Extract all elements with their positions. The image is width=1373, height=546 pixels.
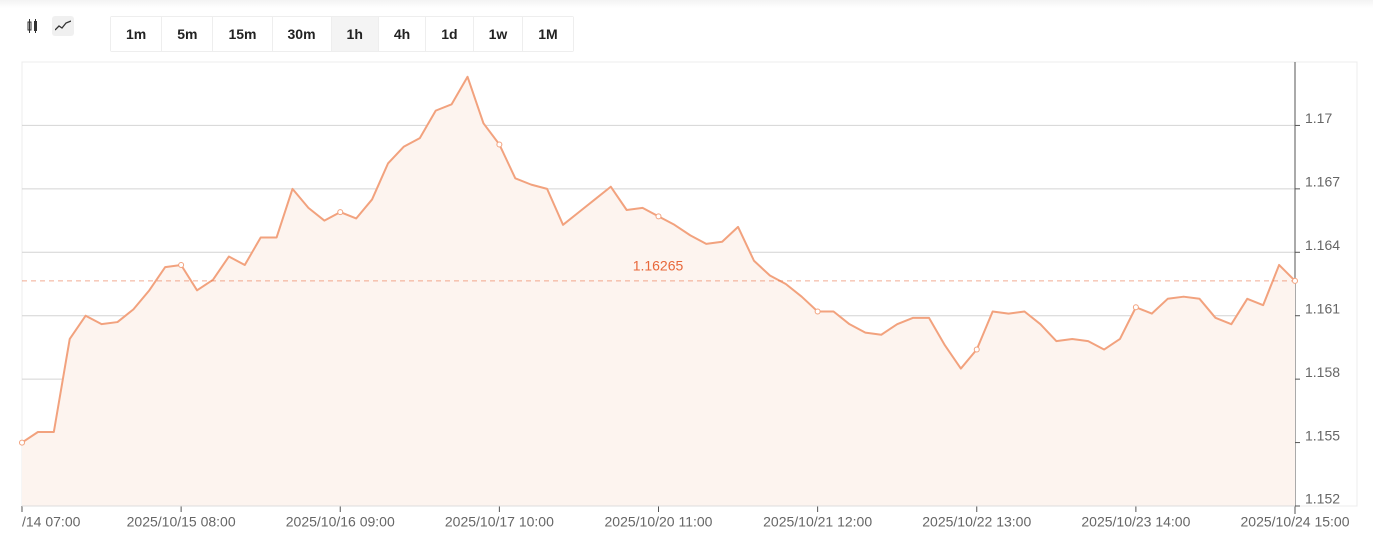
interval-button[interactable]: 5m (162, 17, 214, 51)
point-marker (19, 439, 25, 446)
y-tick-label: 1.167 (1305, 174, 1340, 190)
point-marker (814, 308, 821, 315)
x-tick-label: 2025/10/20 11:00 (605, 514, 713, 530)
x-tick-label: 2025/10/17 10:00 (445, 514, 554, 530)
y-tick-label: 1.152 (1305, 491, 1340, 507)
point-marker (337, 209, 344, 216)
interval-toolbar: 1m 5m 15m 30m 1h 4h 1d 1w 1M (110, 16, 574, 52)
line-icon[interactable] (52, 16, 74, 36)
point-marker (1132, 304, 1139, 311)
x-tick-label: 2025/10/21 12:00 (763, 514, 872, 530)
top-shadow (0, 0, 1373, 8)
interval-button[interactable]: 4h (378, 17, 427, 51)
x-tick-label: 2025/10/24 15:00 (1241, 514, 1350, 530)
interval-button[interactable]: 1h (331, 17, 379, 51)
x-tick-label: 2025/10/16 09:00 (286, 514, 395, 530)
interval-button[interactable]: 30m (272, 17, 332, 51)
point-marker (973, 346, 980, 353)
interval-button[interactable]: 1d (426, 17, 474, 51)
interval-button[interactable]: 1M (523, 17, 573, 51)
x-tick-label: 2025/10/15 08:00 (127, 514, 236, 530)
y-tick-label: 1.158 (1305, 364, 1340, 380)
y-tick-label: 1.17 (1305, 110, 1332, 126)
interval-button[interactable]: 1m (111, 17, 163, 51)
interval-button[interactable]: 15m (213, 17, 273, 51)
x-tick-label: 2025/10/22 13:00 (922, 514, 1031, 530)
chart-type-icons (22, 16, 74, 36)
candle-glyph (27, 19, 37, 33)
candle-icon[interactable] (22, 16, 44, 36)
point-marker (1292, 277, 1298, 284)
area (22, 76, 1295, 507)
y-tick-label: 1.155 (1305, 427, 1340, 443)
line-glyph (55, 20, 71, 31)
interval-button[interactable]: 1w (473, 17, 524, 51)
reference-label: 1.16265 (633, 258, 684, 274)
y-tick-label: 1.161 (1305, 300, 1340, 316)
y-tick-label: 1.164 (1305, 237, 1340, 253)
point-marker (655, 213, 662, 220)
point-marker (496, 141, 503, 148)
x-tick-label: /14 07:00 (22, 514, 81, 530)
point-marker (178, 261, 185, 268)
x-tick-label: 2025/10/23 14:00 (1081, 514, 1190, 530)
